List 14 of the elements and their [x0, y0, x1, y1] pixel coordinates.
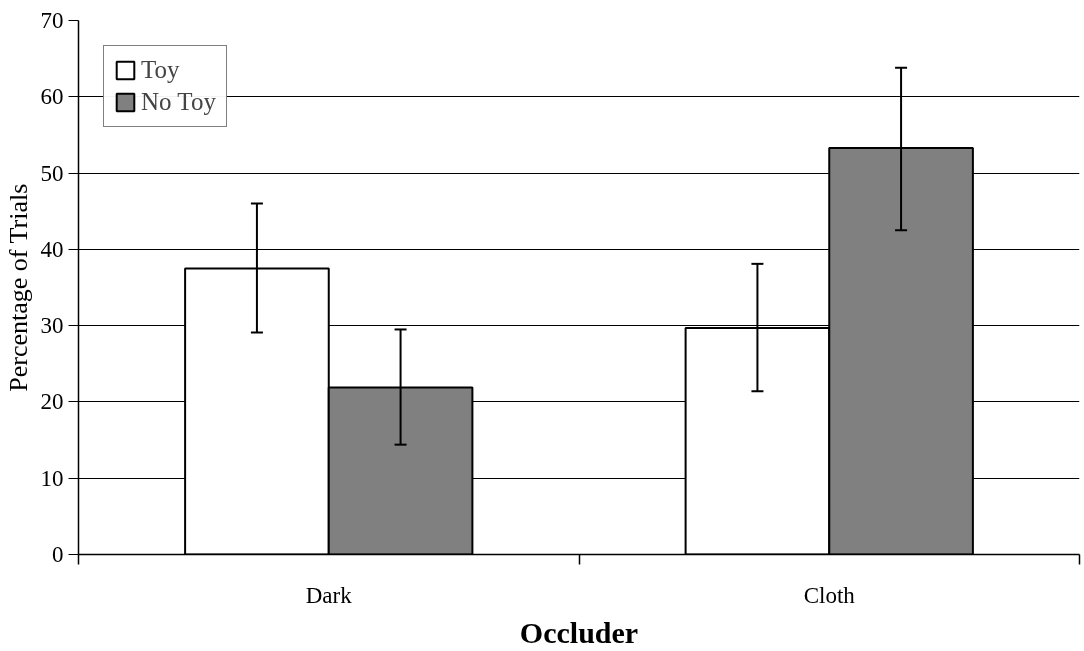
y-tick-label: 70 [40, 8, 64, 33]
y-tick-label: 60 [40, 84, 64, 110]
legend-label: Toy [141, 56, 180, 84]
y-tick-label: 30 [40, 313, 64, 339]
y-tick-label: 50 [40, 160, 64, 186]
legend-label: No Toy [141, 88, 216, 116]
x-tick-label: Dark [305, 582, 353, 608]
y-tick-label: 20 [40, 389, 64, 415]
y-tick-label: 10 [40, 465, 64, 491]
y-tick-label: 0 [52, 542, 64, 567]
y-tick-label: 40 [40, 236, 64, 262]
y-axis-title: Percentage of Trials [3, 183, 33, 392]
x-tick-label: Cloth [803, 582, 856, 608]
x-axis-title: Occluder [519, 615, 639, 649]
